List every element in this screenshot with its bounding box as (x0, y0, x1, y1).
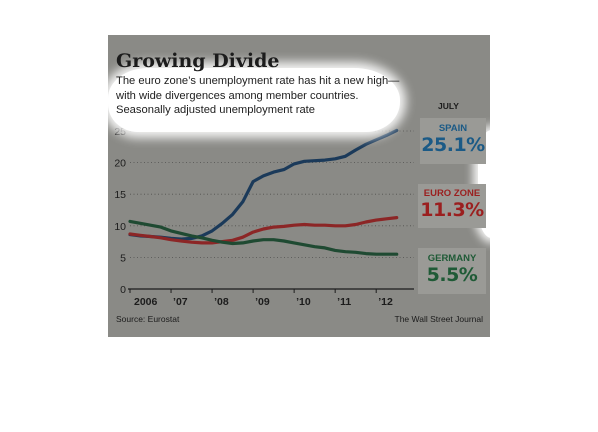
x-tick-label: ’12 (378, 296, 393, 308)
y-tick-label: 25 (114, 126, 126, 138)
source-note: Source: Eurostat (116, 314, 180, 324)
x-tick-label: ’09 (255, 296, 270, 308)
callout-euro-zone-value: 11.3% (420, 199, 484, 221)
x-tick-label: 2006 (134, 296, 158, 308)
axis-layer: 0 5 10 15 20 25 2006 ’07 ’08 ’09 ’10 ’11 ’12 (114, 126, 414, 308)
x-tick-label: ’10 (296, 296, 311, 308)
x-tick-label: ’07 (173, 296, 188, 308)
callout-spain-value: 25.1% (421, 134, 485, 156)
callout-germany-value: 5.5% (426, 264, 478, 286)
callout-euro-zone: EURO ZONE 11.3% (418, 184, 486, 228)
chart-title: Growing Divide (116, 50, 280, 72)
callout-spain-name: SPAIN (438, 123, 468, 134)
callout-header: JULY (438, 101, 459, 111)
y-tick-label: 5 (120, 252, 126, 264)
x-tick-label: ’11 (337, 296, 351, 308)
series-line-euro-zone (128, 216, 399, 245)
series-line-germany (128, 219, 399, 256)
subtitle-line: The euro zone’s unemployment rate has hi… (116, 75, 400, 87)
callout-germany-name: GERMANY (427, 253, 477, 264)
subtitle-line: with wide divergences among member count… (116, 89, 359, 102)
highlight-glow-top (108, 68, 400, 132)
publisher-credit: The Wall Street Journal (394, 314, 484, 324)
y-tick-label: 15 (114, 189, 126, 201)
y-tick-label: 10 (114, 221, 126, 233)
y-tick-label: 0 (120, 284, 126, 296)
callout-germany: GERMANY 5.5% (418, 248, 486, 294)
x-tick-label: ’08 (214, 296, 229, 308)
series-layer (128, 128, 399, 256)
y-tick-label: 20 (114, 158, 126, 170)
chart-subtitle: The euro zone’s unemployment rate has hi… (116, 74, 399, 118)
callout-spain: SPAIN 25.1% (420, 118, 486, 164)
subtitle-line: Seasonally adjusted unemployment rate (116, 104, 316, 116)
callout-euro-zone-name: EURO ZONE (423, 188, 481, 199)
